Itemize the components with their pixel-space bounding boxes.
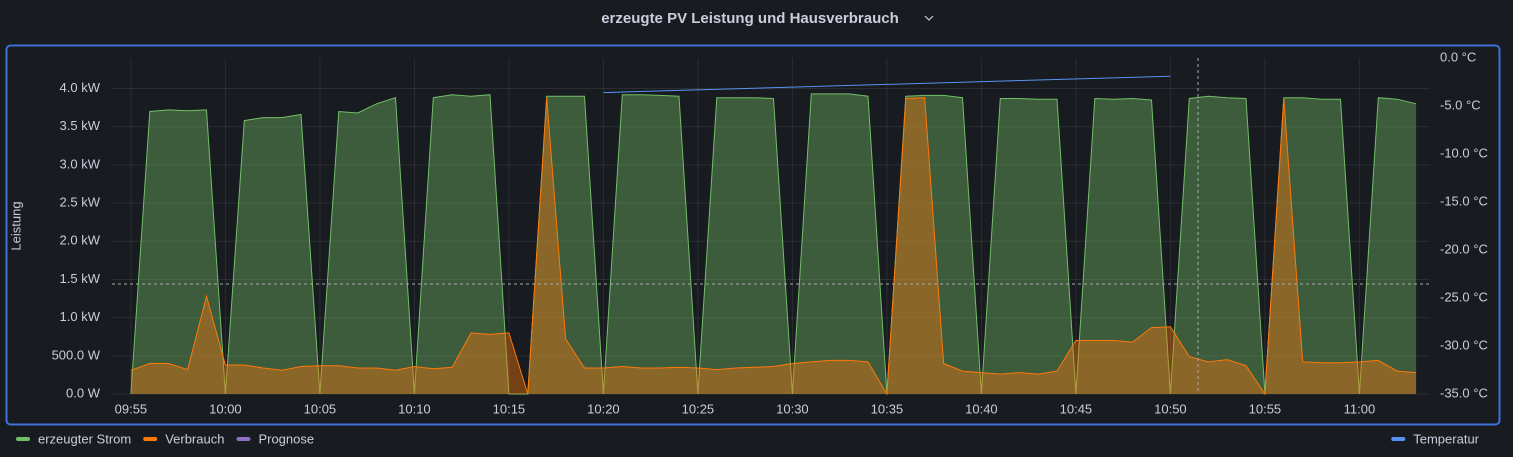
area (130, 93, 1417, 395)
x-tick-label: 10:30 (776, 401, 809, 416)
x-tick-label: 10:45 (1060, 401, 1093, 416)
legend-swatch (16, 437, 30, 441)
y-tick-label: 500.0 W (52, 347, 101, 362)
x-tick-label: 11:00 (1344, 401, 1376, 416)
x-tick-label: 10:00 (209, 401, 242, 416)
line (603, 75, 1171, 94)
x-tick-label: 10:35 (871, 401, 904, 416)
y-axis-label: Leistung (8, 201, 23, 250)
y2-tick-label: 0.0 °C (1440, 49, 1476, 64)
y-tick-label: 4.0 kW (60, 80, 101, 95)
legend-swatch (1391, 437, 1406, 441)
y2-tick-label: -5.0 °C (1440, 97, 1481, 112)
line (130, 97, 1417, 396)
y-tick-label: 1.5 kW (60, 271, 101, 286)
legend-swatch (143, 437, 158, 441)
legend-label[interactable]: Prognose (258, 431, 314, 446)
x-tick-label: 10:05 (304, 401, 337, 416)
x-tick-label: 10:10 (398, 401, 431, 416)
x-tick-label: 10:25 (682, 401, 715, 416)
y2-tick-label: -30.0 °C (1440, 337, 1488, 352)
y2-tick-label: -10.0 °C (1440, 145, 1488, 160)
x-tick-label: 10:50 (1154, 401, 1187, 416)
y-tick-label: 3.0 kW (60, 156, 101, 171)
x-tick-label: 10:55 (1249, 401, 1282, 416)
legend-label[interactable]: Verbrauch (165, 431, 224, 446)
y-tick-label: 2.0 kW (60, 233, 101, 248)
x-tick-label: 10:15 (493, 401, 526, 416)
y-tick-label: 2.5 kW (60, 195, 101, 210)
y-tick-label: 0.0 W (66, 385, 101, 400)
title-menu-icon[interactable] (924, 15, 934, 21)
y2-tick-label: -25.0 °C (1440, 289, 1488, 304)
legend-label[interactable]: erzeugter Strom (38, 431, 131, 446)
line (130, 93, 1417, 395)
x-tick-label: 09:55 (115, 401, 148, 416)
y2-tick-label: -35.0 °C (1440, 385, 1488, 400)
y-tick-label: 1.0 kW (60, 309, 101, 324)
y-tick-label: 3.5 kW (60, 118, 101, 133)
area (130, 97, 1417, 394)
plot-area: 0.0 W 500.0 W 1.0 kW 1.5 kW 2.0 kW 2.5 kW 3.0 … (52, 49, 1488, 416)
panel-border (5, 44, 1501, 426)
legend-swatch (236, 437, 251, 441)
y2-tick-label: -15.0 °C (1440, 193, 1488, 208)
legend-label[interactable]: Temperatur (1413, 431, 1479, 446)
x-tick-label: 10:20 (587, 401, 620, 416)
chart-title[interactable]: erzeugte PV Leistung und Hausverbrauch (601, 10, 899, 27)
y2-tick-label: -20.0 °C (1440, 241, 1488, 256)
x-tick-label: 10:40 (965, 401, 998, 416)
